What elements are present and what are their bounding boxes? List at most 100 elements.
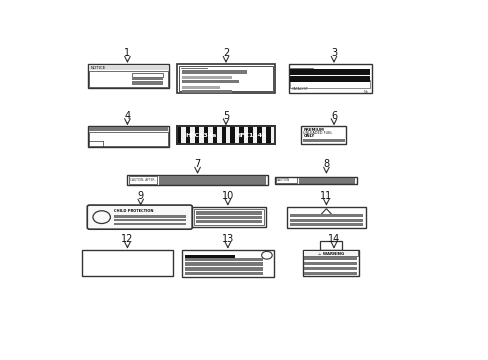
Text: ONLY: ONLY: [303, 134, 314, 138]
Text: 5: 5: [223, 111, 229, 121]
Bar: [176, 126, 275, 144]
Bar: [194, 126, 199, 144]
Bar: [244, 126, 248, 144]
Bar: [304, 267, 357, 270]
Text: CHILD PROTECTION: CHILD PROTECTION: [114, 209, 153, 213]
Bar: [181, 126, 185, 144]
Text: 10: 10: [221, 191, 234, 201]
Bar: [191, 207, 265, 227]
Bar: [298, 177, 354, 183]
Text: HFC134a: HFC134a: [235, 133, 265, 138]
Text: ⚠ WARNING: ⚠ WARNING: [317, 252, 344, 256]
Bar: [132, 73, 163, 77]
Bar: [195, 220, 262, 223]
Bar: [207, 126, 212, 144]
Text: 6: 6: [330, 111, 336, 121]
Bar: [193, 209, 264, 225]
Text: UNLEADED FUEL: UNLEADED FUEL: [303, 131, 332, 135]
Bar: [303, 251, 358, 256]
Bar: [89, 127, 168, 131]
Text: 4: 4: [124, 111, 130, 121]
Bar: [301, 126, 346, 144]
Bar: [302, 250, 359, 276]
Bar: [182, 80, 239, 84]
Bar: [276, 177, 297, 184]
Bar: [289, 76, 369, 82]
Bar: [230, 126, 234, 144]
Text: No: No: [363, 90, 367, 94]
Bar: [275, 176, 356, 184]
Text: CAUTION: CAUTION: [277, 179, 290, 183]
Bar: [319, 241, 342, 250]
Bar: [266, 126, 270, 144]
Bar: [286, 207, 366, 228]
Bar: [128, 176, 157, 184]
Bar: [181, 250, 273, 278]
Bar: [89, 71, 168, 87]
Bar: [252, 126, 257, 144]
Text: 1: 1: [124, 49, 130, 58]
Bar: [289, 80, 369, 87]
FancyBboxPatch shape: [87, 205, 192, 229]
Bar: [182, 76, 231, 79]
Bar: [132, 81, 163, 82]
Bar: [289, 214, 363, 217]
Bar: [127, 175, 267, 185]
Bar: [302, 139, 344, 143]
Text: CAUTION: AFTER..: CAUTION: AFTER..: [129, 178, 156, 182]
Bar: [87, 126, 169, 147]
Bar: [114, 223, 186, 225]
Text: 12: 12: [121, 234, 133, 244]
Bar: [261, 126, 266, 144]
Text: 14: 14: [327, 234, 340, 244]
Text: 2: 2: [223, 49, 229, 58]
Text: 3: 3: [330, 49, 336, 58]
Bar: [184, 262, 263, 266]
Bar: [221, 126, 225, 144]
Bar: [182, 70, 246, 74]
Text: 9: 9: [137, 191, 143, 201]
Bar: [176, 126, 275, 144]
Text: HFC134a: HFC134a: [185, 133, 217, 138]
Text: PREMIUM: PREMIUM: [303, 128, 324, 132]
Bar: [176, 126, 181, 144]
Bar: [234, 126, 239, 144]
Bar: [87, 64, 169, 87]
Text: 8: 8: [323, 159, 329, 169]
Bar: [114, 215, 186, 217]
Bar: [199, 126, 203, 144]
Bar: [158, 176, 264, 184]
Bar: [195, 216, 262, 219]
Bar: [289, 69, 369, 75]
Bar: [304, 257, 357, 260]
Bar: [182, 86, 220, 89]
Text: 13: 13: [221, 234, 234, 244]
Bar: [304, 262, 357, 265]
Text: 7: 7: [194, 159, 200, 169]
Bar: [89, 65, 168, 70]
Bar: [89, 132, 168, 146]
Bar: [203, 126, 207, 144]
Bar: [288, 64, 371, 93]
Bar: [217, 126, 221, 144]
Bar: [185, 126, 190, 144]
Bar: [184, 255, 235, 259]
Bar: [248, 126, 252, 144]
Bar: [182, 90, 231, 93]
Bar: [114, 219, 186, 221]
Bar: [184, 272, 263, 275]
Text: CATALYST: CATALYST: [291, 87, 308, 91]
Text: 11: 11: [320, 191, 332, 201]
Bar: [184, 267, 263, 270]
Bar: [239, 126, 244, 144]
Bar: [82, 250, 173, 276]
Bar: [304, 272, 357, 275]
Bar: [132, 78, 163, 80]
Bar: [289, 223, 363, 226]
Bar: [190, 126, 194, 144]
Bar: [195, 211, 262, 215]
Bar: [225, 126, 230, 144]
Bar: [132, 84, 163, 85]
Bar: [303, 251, 358, 256]
Bar: [289, 219, 363, 222]
